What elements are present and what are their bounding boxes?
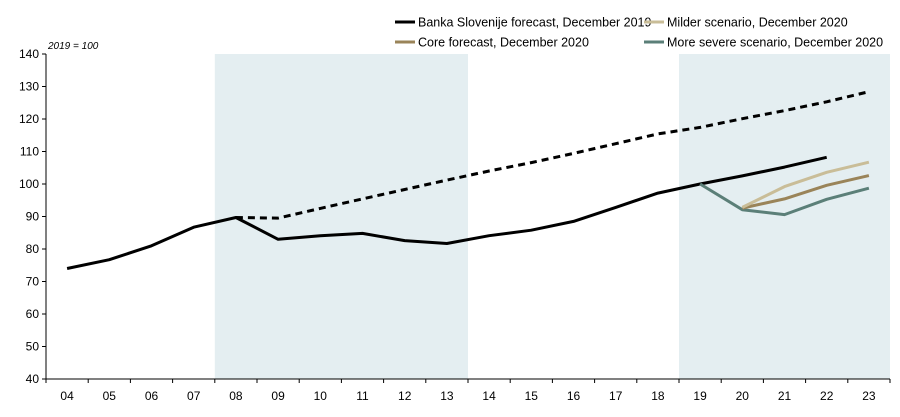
x-tick-label: 11 <box>356 389 369 403</box>
x-tick-label: 16 <box>567 389 581 403</box>
y-tick-label: 120 <box>19 112 39 126</box>
y-tick-label: 40 <box>26 372 40 386</box>
x-tick-label: 06 <box>145 389 159 403</box>
y-tick-label: 90 <box>26 210 40 224</box>
x-tick-label: 08 <box>229 389 243 403</box>
y-tick-label: 100 <box>19 177 39 191</box>
x-tick-label: 05 <box>103 389 117 403</box>
legend-label: More severe scenario, December 2020 <box>667 36 883 50</box>
unit-label: 2019 = 100 <box>47 41 99 52</box>
series-line-more-severe-scenario <box>699 182 870 217</box>
x-tick-label: 12 <box>398 389 412 403</box>
series-lines <box>66 90 870 270</box>
y-tick-label: 140 <box>19 47 39 61</box>
series-line-core-forecast <box>741 174 870 210</box>
x-tick-label: 04 <box>60 389 74 403</box>
x-tick-label: 18 <box>651 389 665 403</box>
series-line-milder-scenario <box>741 160 870 209</box>
y-tick-label: 50 <box>26 340 40 354</box>
x-tick-label: 23 <box>862 389 876 403</box>
legend-label: Banka Slovenije forecast, December 2019 <box>418 16 652 30</box>
x-tick-label: 22 <box>820 389 834 403</box>
x-tick-label: 19 <box>693 389 707 403</box>
x-tick-label: 21 <box>778 389 792 403</box>
y-tick-labels: 40 50 60 70 80 90 100 110 120 130 140 <box>19 47 39 386</box>
x-tick-label: 20 <box>736 389 750 403</box>
y-tick-label: 130 <box>19 80 39 94</box>
y-tick-label: 60 <box>26 307 40 321</box>
shaded-periods <box>214 54 890 379</box>
x-tick-label: 10 <box>314 389 328 403</box>
x-tick-label: 07 <box>187 389 201 403</box>
y-tick-label: 80 <box>26 242 40 256</box>
shaded-period-2 <box>679 54 890 379</box>
y-tick-label: 110 <box>20 145 39 159</box>
axes <box>42 53 891 383</box>
x-tick-label: 14 <box>482 389 496 403</box>
y-tick-label: 70 <box>26 275 40 289</box>
x-tick-label: 09 <box>271 389 285 403</box>
shaded-period-1 <box>214 54 468 379</box>
legend-label: Core forecast, December 2020 <box>418 36 589 50</box>
x-tick-label: 13 <box>440 389 454 403</box>
x-tick-label: 15 <box>525 389 539 403</box>
legend: Banka Slovenije forecast, December 2019 M… <box>395 16 883 50</box>
legend-label: Milder scenario, December 2020 <box>667 16 848 30</box>
x-tick-labels: 04 05 06 07 08 09 10 11 12 13 14 15 16 17 18 19 20 21 22 23 <box>60 389 875 403</box>
x-tick-label: 17 <box>609 389 623 403</box>
